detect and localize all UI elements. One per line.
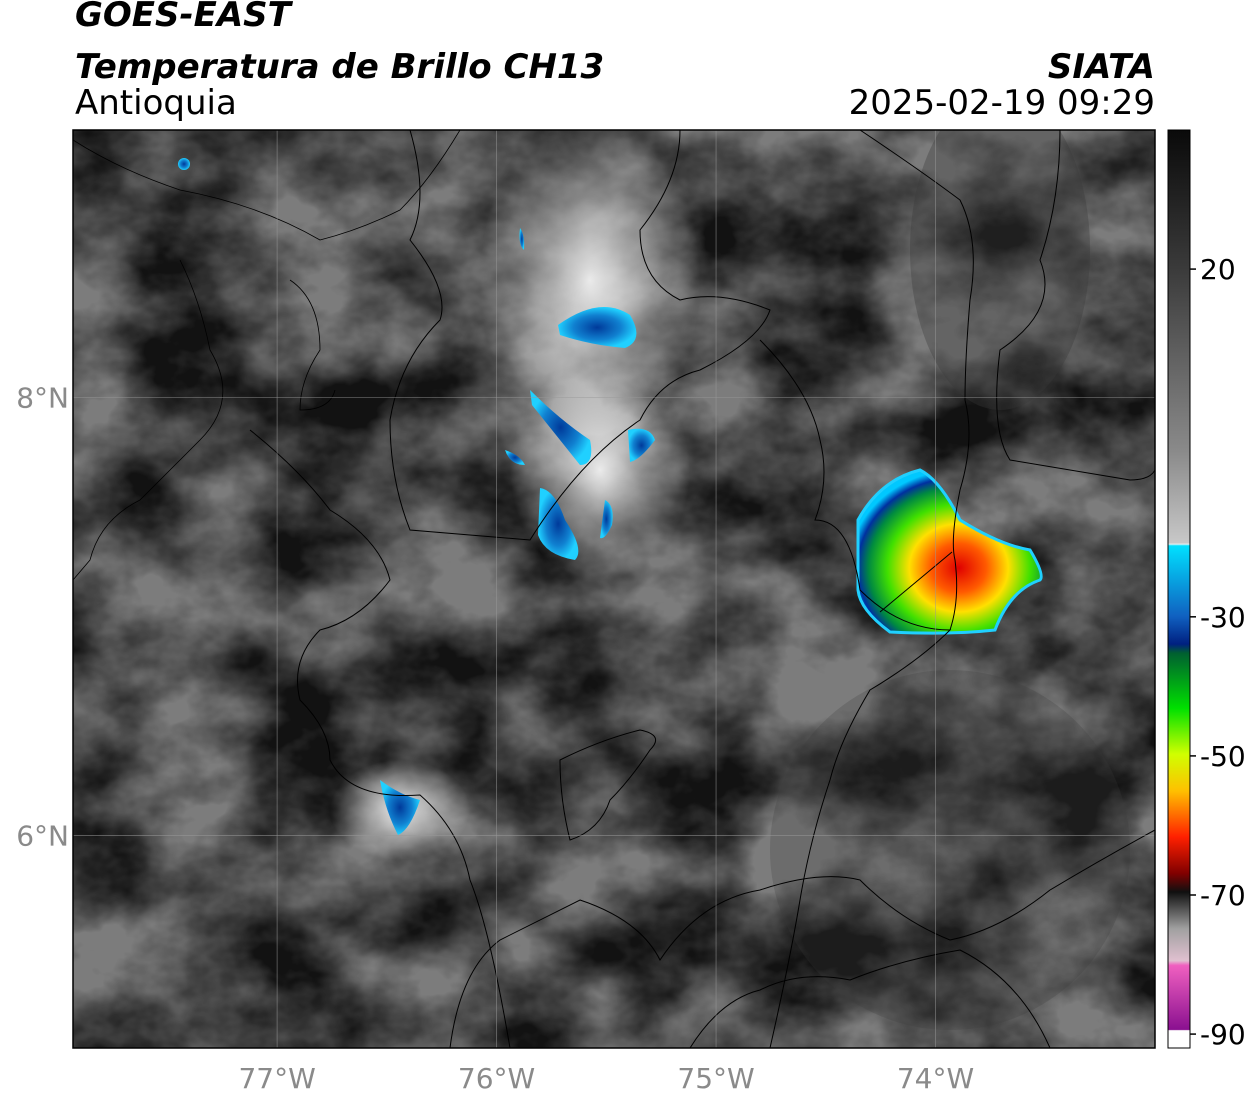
x-tick-label: 75°W	[677, 1062, 754, 1095]
x-tick-label: 77°W	[238, 1062, 315, 1095]
cold-cloud	[505, 450, 525, 465]
admin-border	[879, 551, 953, 613]
coastline	[73, 130, 461, 241]
timestamp: 2025-02-19 09:29	[849, 83, 1155, 123]
warm-area	[910, 130, 1090, 410]
admin-border	[859, 130, 974, 631]
colorbar-tick-label: -50	[1200, 740, 1246, 773]
x-tick-label: 76°W	[458, 1062, 535, 1095]
cold-cloud	[538, 488, 579, 560]
cold-cloud	[178, 158, 190, 170]
admin-border	[996, 130, 1155, 481]
cold-cloud	[380, 780, 420, 835]
cold-cloud	[558, 307, 637, 348]
y-tick-label: 6°N	[16, 819, 69, 852]
coastline	[73, 259, 224, 581]
cold-cloud	[519, 228, 525, 250]
admin-border	[249, 429, 511, 1048]
colorbar-tick-label: 20	[1200, 253, 1236, 286]
admin-border	[559, 729, 657, 841]
colorbar-tick-label: -90	[1200, 1018, 1246, 1051]
admin-border	[689, 949, 1051, 1048]
admin-border	[759, 339, 952, 1048]
colorbar-tick-label: -70	[1200, 879, 1246, 912]
graticule	[73, 130, 1155, 1048]
title: GOES-EAST	[75, 0, 294, 35]
bright-cloud	[510, 360, 690, 580]
colorbar-tick-label: -30	[1200, 601, 1246, 634]
cold-cloud	[628, 428, 655, 462]
source: SIATA	[1048, 47, 1155, 87]
region: Antioquia	[75, 83, 237, 123]
admin-border	[389, 130, 771, 541]
coastline	[289, 279, 336, 411]
subtitle: Temperatura de Brillo CH13	[75, 47, 604, 87]
colorbar	[1167, 129, 1191, 1049]
cold-cloud	[530, 390, 592, 465]
warm-area	[770, 670, 1130, 1030]
bright-cloud	[480, 130, 700, 450]
y-tick-label: 8°N	[16, 381, 69, 414]
map-panel	[73, 130, 1155, 1048]
admin-border	[449, 829, 1155, 1048]
cold-cloud	[600, 500, 613, 539]
x-tick-label: 74°W	[897, 1062, 974, 1095]
axis-labels: 77°W 76°W 75°W 74°W 8°N 6°N 20 -30 -50 -70 -90	[16, 253, 1246, 1095]
map-frame	[72, 129, 1156, 1049]
